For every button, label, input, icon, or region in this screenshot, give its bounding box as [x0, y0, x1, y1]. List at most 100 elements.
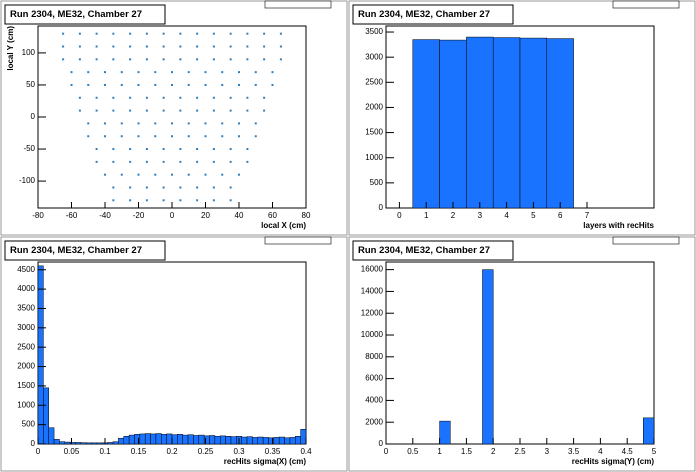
- y-tick-label: 100: [22, 48, 36, 57]
- bar: [59, 441, 66, 445]
- bar: [107, 442, 114, 445]
- point: [212, 58, 215, 61]
- x-tick-label: 0.25: [198, 447, 214, 456]
- point: [196, 96, 199, 99]
- point: [95, 58, 98, 61]
- point: [204, 71, 207, 74]
- bar: [161, 434, 167, 445]
- bar: [295, 436, 301, 445]
- point: [271, 83, 274, 86]
- point: [120, 135, 123, 138]
- point: [162, 109, 165, 112]
- x-tick-label: 4.5: [622, 447, 634, 456]
- point: [162, 148, 165, 151]
- y-tick-label: 3000: [17, 323, 35, 332]
- point: [204, 122, 207, 125]
- point: [187, 173, 190, 176]
- bar: [75, 442, 82, 445]
- title-box: [352, 240, 514, 261]
- point: [271, 71, 274, 74]
- frame: [37, 25, 307, 209]
- y-tick-label: 500: [22, 420, 36, 429]
- x-axis-label: recHits sigma(Y) (cm): [572, 457, 655, 466]
- bar: [546, 38, 574, 209]
- point: [254, 135, 257, 138]
- point: [95, 45, 98, 48]
- point: [162, 96, 165, 99]
- x-tick-label: 0: [384, 447, 389, 456]
- point: [196, 58, 199, 61]
- point: [204, 83, 207, 86]
- point: [78, 109, 81, 112]
- bar: [85, 442, 92, 445]
- point: [229, 45, 232, 48]
- point: [162, 58, 165, 61]
- bar: [225, 436, 232, 445]
- point: [187, 135, 190, 138]
- point: [221, 83, 224, 86]
- point: [221, 71, 224, 74]
- point: [78, 96, 81, 99]
- x-tick-label: 0.2: [166, 447, 178, 456]
- x-tick-label: 1: [437, 447, 442, 456]
- point: [154, 122, 157, 125]
- y-tick-label: 500: [370, 178, 384, 187]
- point: [263, 32, 266, 35]
- bar: [96, 442, 103, 445]
- point: [62, 32, 65, 35]
- point: [212, 148, 215, 151]
- point: [120, 83, 123, 86]
- point: [179, 32, 182, 35]
- bar: [177, 434, 183, 445]
- point: [162, 199, 165, 202]
- point: [246, 160, 249, 163]
- bar: [144, 433, 151, 445]
- point: [212, 186, 215, 189]
- bar: [48, 427, 55, 445]
- y-tick-label: 2500: [17, 342, 35, 351]
- point: [129, 32, 132, 35]
- point: [129, 160, 132, 163]
- bar: [112, 441, 119, 445]
- y-tick-label: 2000: [365, 417, 383, 426]
- chart-title: Run 2304, ME32, Chamber 27: [358, 9, 490, 20]
- point: [112, 45, 115, 48]
- bar: [241, 436, 248, 445]
- bar: [37, 265, 44, 445]
- point: [212, 199, 215, 202]
- point: [212, 109, 215, 112]
- point: [229, 186, 232, 189]
- bar: [289, 437, 296, 445]
- point: [238, 71, 240, 74]
- y-tick-label: 2000: [17, 362, 35, 371]
- point: [145, 160, 148, 163]
- stats-box: [264, 0, 332, 9]
- bar: [203, 435, 210, 445]
- point: [162, 32, 165, 35]
- y-tick-label: 1500: [17, 381, 35, 390]
- stats-box: [264, 236, 332, 245]
- stats-box: [612, 0, 680, 9]
- x-tick-label: 6: [558, 211, 563, 220]
- x-tick-label: 0: [170, 211, 175, 220]
- point: [246, 109, 249, 112]
- point: [187, 83, 190, 86]
- y-tick-label: 12000: [361, 308, 384, 317]
- point: [120, 71, 123, 74]
- point: [196, 186, 199, 189]
- point: [112, 160, 115, 163]
- point: [95, 32, 98, 35]
- point: [145, 186, 148, 189]
- point: [246, 96, 249, 99]
- point: [120, 122, 123, 125]
- bar: [134, 434, 141, 445]
- bar: [123, 436, 130, 445]
- frame: [385, 261, 655, 445]
- bar: [198, 434, 205, 445]
- point: [229, 160, 232, 163]
- y-tick-label: 6000: [365, 374, 383, 383]
- point: [154, 71, 157, 74]
- point: [179, 96, 182, 99]
- point: [104, 83, 106, 86]
